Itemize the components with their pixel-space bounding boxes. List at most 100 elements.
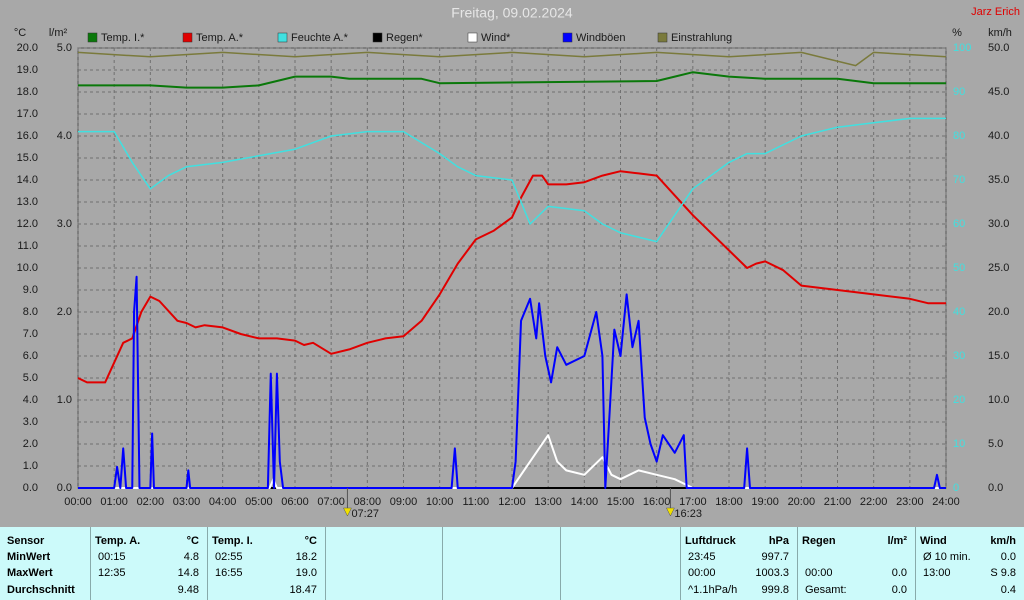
table-cell: 9.48 — [177, 584, 199, 596]
x-tick-label: 13:00 — [534, 496, 562, 508]
separator — [560, 527, 561, 600]
table-cell: 0.0 — [891, 567, 907, 579]
x-tick-label: 09:00 — [390, 496, 418, 508]
legend-label: Windböen — [576, 32, 626, 44]
table-cell: °C — [304, 535, 317, 547]
separator — [90, 527, 91, 600]
y2-tick-label: 1.0 — [57, 394, 72, 406]
x-tick-label: 16:00 — [643, 496, 671, 508]
y-axis-unit: °C — [14, 27, 26, 39]
y-tick-label: 2.0 — [23, 438, 38, 450]
legend-label: Wind* — [481, 32, 511, 44]
y3-tick-label: 90 — [953, 86, 965, 98]
y-tick-label: 19.0 — [17, 64, 38, 76]
y3-tick-label: 10 — [953, 438, 965, 450]
y-tick-label: 14.0 — [17, 174, 38, 186]
y-tick-label: 0.0 — [23, 482, 38, 494]
y2-tick-label: 0.0 — [57, 482, 72, 494]
legend-label: Feuchte A.* — [291, 32, 349, 44]
x-tick-label: 08:00 — [354, 496, 382, 508]
y-tick-label: 13.0 — [17, 196, 38, 208]
x-tick-label: 00:00 — [64, 496, 92, 508]
y-tick-label: 11.0 — [17, 240, 38, 252]
table-cell: Regen — [802, 535, 836, 547]
y2-axis-unit: l/m² — [49, 27, 68, 39]
table-cell: 02:55 — [215, 551, 243, 563]
table-cell: 0.0 — [1000, 551, 1016, 563]
legend-swatch — [657, 32, 668, 43]
separator — [680, 527, 681, 600]
table-cell: Luftdruck — [685, 535, 736, 547]
y-tick-label: 12.0 — [17, 218, 38, 230]
y2-tick-label: 2.0 — [57, 306, 72, 318]
y4-tick-label: 25.0 — [988, 262, 1009, 274]
table-cell: Wind — [920, 535, 947, 547]
x-tick-label: 04:00 — [209, 496, 237, 508]
annotation-label: 07:27 — [351, 508, 379, 520]
y3-tick-label: 60 — [953, 218, 965, 230]
table-cell: 00:00 — [688, 567, 716, 579]
y4-tick-label: 0.0 — [988, 482, 1003, 494]
separator — [325, 527, 326, 600]
series-line — [78, 71, 946, 89]
y4-tick-label: 35.0 — [988, 174, 1009, 186]
x-tick-label: 18:00 — [715, 496, 743, 508]
table-cell: 23:45 — [688, 551, 716, 563]
y2-tick-label: 3.0 — [57, 218, 72, 230]
y3-tick-label: 50 — [953, 262, 965, 274]
legend-label: Regen* — [386, 32, 423, 44]
table-cell: Gesamt: — [805, 584, 847, 596]
x-tick-label: 20:00 — [788, 496, 816, 508]
table-cell: MaxWert — [7, 567, 53, 579]
y4-tick-label: 15.0 — [988, 350, 1009, 362]
table-cell: 1003.3 — [755, 567, 789, 579]
table-cell: 13:00 — [923, 567, 951, 579]
table-cell: 00:15 — [98, 551, 126, 563]
table-cell: 18.47 — [289, 584, 317, 596]
table-cell: Sensor — [7, 535, 45, 547]
table-cell: ^1.1hPa/h — [688, 584, 738, 596]
y2-tick-label: 4.0 — [57, 130, 72, 142]
table-cell: 0.4 — [1000, 584, 1016, 596]
table-cell: 14.8 — [177, 567, 199, 579]
y-tick-label: 4.0 — [23, 394, 38, 406]
y-tick-label: 3.0 — [23, 416, 38, 428]
table-cell: 0.0 — [891, 584, 907, 596]
y4-tick-label: 20.0 — [988, 306, 1009, 318]
y3-tick-label: 70 — [953, 174, 965, 186]
x-tick-label: 01:00 — [100, 496, 128, 508]
x-tick-label: 24:00 — [932, 496, 960, 508]
series-line — [78, 117, 946, 243]
y-tick-label: 5.0 — [23, 372, 38, 384]
table-cell: 999.8 — [761, 584, 789, 596]
legend-swatch — [372, 32, 383, 43]
legend-label: Temp. A.* — [196, 32, 244, 44]
x-tick-label: 07:00 — [317, 496, 345, 508]
y4-tick-label: 10.0 — [988, 394, 1009, 406]
series-line — [78, 434, 946, 489]
table-cell: hPa — [768, 535, 789, 547]
table-cell: Temp. A. — [95, 535, 141, 547]
legend-swatch — [182, 32, 193, 43]
y-tick-label: 7.0 — [23, 328, 38, 340]
summary-table: Sensor MinWert MaxWert Durchschnitt Temp. A.… — [0, 527, 1024, 600]
x-tick-label: 14:00 — [571, 496, 599, 508]
x-tick-label: 15:00 — [607, 496, 635, 508]
table-cell: Temp. I. — [212, 535, 253, 547]
table-cell: S 9.8 — [990, 567, 1016, 579]
table-cell: Ø 10 min. — [923, 551, 971, 563]
table-cell: 4.8 — [183, 551, 199, 563]
y3-tick-label: 20 — [953, 394, 965, 406]
legend-swatch — [277, 32, 288, 43]
y3-tick-label: 30 — [953, 350, 965, 362]
separator — [207, 527, 208, 600]
y-tick-label: 10.0 — [17, 262, 38, 274]
legend-label: Temp. I.* — [101, 32, 145, 44]
sun-icon — [666, 507, 675, 517]
x-tick-label: 23:00 — [896, 496, 924, 508]
legend-swatch — [87, 32, 98, 43]
y-tick-label: 20.0 — [17, 42, 38, 54]
series-line — [77, 51, 947, 67]
table-cell: 12:35 — [98, 567, 126, 579]
series-line — [77, 170, 946, 384]
